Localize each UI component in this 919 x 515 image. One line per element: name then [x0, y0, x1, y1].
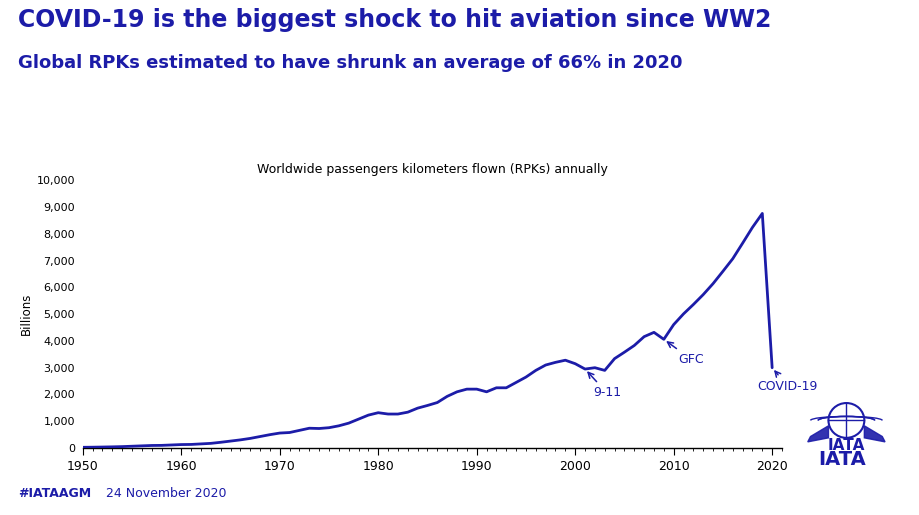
- Title: Worldwide passengers kilometers flown (RPKs) annually: Worldwide passengers kilometers flown (R…: [256, 163, 607, 176]
- Y-axis label: Billions: Billions: [19, 293, 32, 335]
- Polygon shape: [864, 426, 884, 442]
- Text: COVID-19: COVID-19: [756, 371, 817, 393]
- Text: COVID-19 is the biggest shock to hit aviation since WW2: COVID-19 is the biggest shock to hit avi…: [18, 8, 771, 32]
- Text: GFC: GFC: [666, 342, 703, 366]
- Text: IATA: IATA: [817, 450, 865, 469]
- Text: Global RPKs estimated to have shrunk an average of 66% in 2020: Global RPKs estimated to have shrunk an …: [18, 54, 682, 72]
- Polygon shape: [807, 426, 828, 442]
- Text: 9-11: 9-11: [587, 372, 620, 400]
- Text: IATA: IATA: [827, 438, 864, 453]
- Text: 24 November 2020: 24 November 2020: [106, 487, 226, 500]
- Text: #IATAAGM: #IATAAGM: [18, 487, 91, 500]
